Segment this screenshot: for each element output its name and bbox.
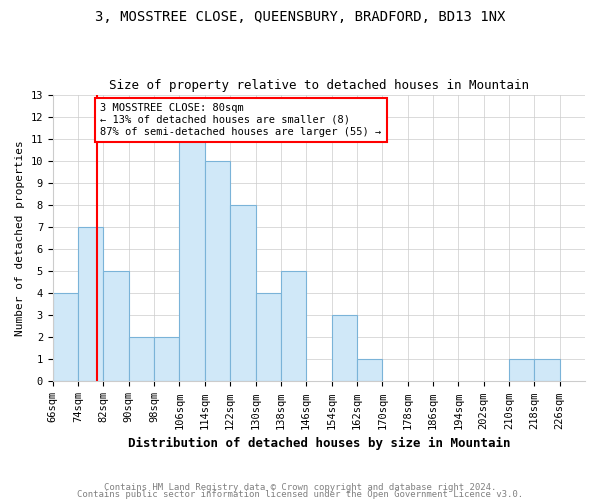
Bar: [509, 360, 535, 382]
Bar: [179, 138, 205, 382]
Title: Size of property relative to detached houses in Mountain: Size of property relative to detached ho…: [109, 79, 529, 92]
Bar: [205, 160, 230, 382]
Text: 3 MOSSTREE CLOSE: 80sqm
← 13% of detached houses are smaller (8)
87% of semi-det: 3 MOSSTREE CLOSE: 80sqm ← 13% of detache…: [100, 104, 382, 136]
Bar: [53, 293, 78, 382]
X-axis label: Distribution of detached houses by size in Mountain: Distribution of detached houses by size …: [128, 437, 510, 450]
Bar: [78, 227, 103, 382]
Bar: [154, 337, 179, 382]
Bar: [256, 293, 281, 382]
Text: Contains HM Land Registry data © Crown copyright and database right 2024.: Contains HM Land Registry data © Crown c…: [104, 484, 496, 492]
Bar: [535, 360, 560, 382]
Bar: [129, 337, 154, 382]
Text: Contains public sector information licensed under the Open Government Licence v3: Contains public sector information licen…: [77, 490, 523, 499]
Text: 3, MOSSTREE CLOSE, QUEENSBURY, BRADFORD, BD13 1NX: 3, MOSSTREE CLOSE, QUEENSBURY, BRADFORD,…: [95, 10, 505, 24]
Y-axis label: Number of detached properties: Number of detached properties: [15, 140, 25, 336]
Bar: [332, 315, 357, 382]
Bar: [357, 360, 382, 382]
Bar: [103, 271, 129, 382]
Bar: [230, 205, 256, 382]
Bar: [281, 271, 306, 382]
